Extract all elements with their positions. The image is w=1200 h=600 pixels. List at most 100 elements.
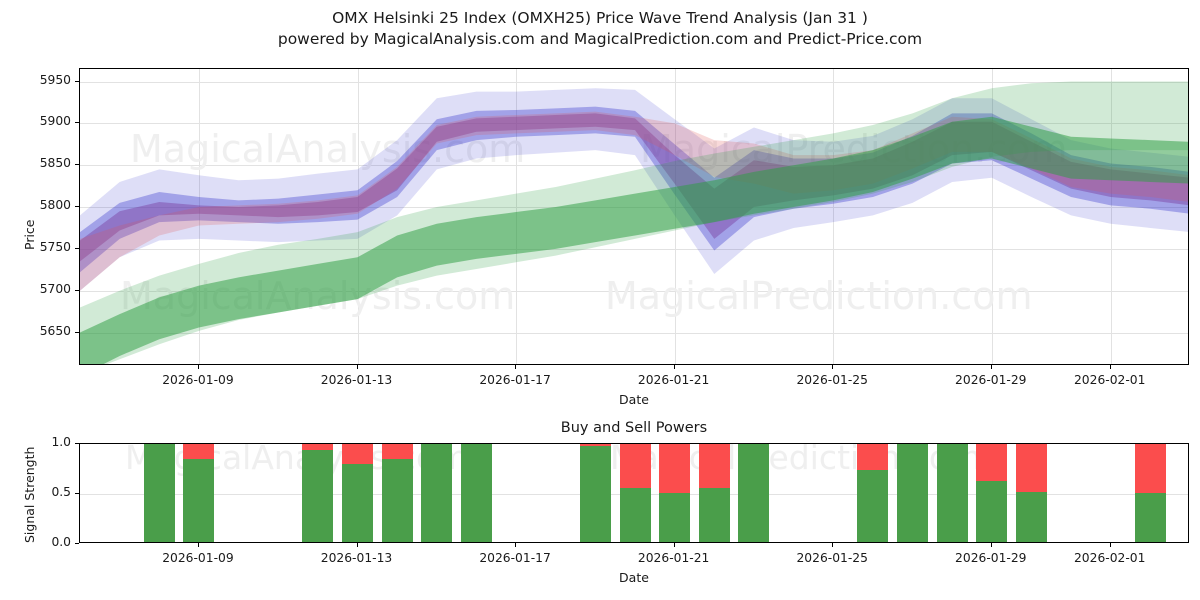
- sell-power-segment: [342, 444, 373, 464]
- y-tick-mark: [75, 80, 79, 82]
- y-tick-mark: [75, 164, 79, 166]
- buy-power-segment: [857, 470, 889, 542]
- gridline-vertical: [198, 69, 200, 364]
- x-tick-label: 2026-01-17: [479, 551, 551, 565]
- x-tick-label: 2026-01-21: [637, 551, 710, 565]
- signal-bar[interactable]: [143, 444, 175, 542]
- sell-power-segment: [1015, 444, 1047, 492]
- price-wave-bands: [80, 81, 1188, 364]
- y-tick-label: 5900: [39, 114, 71, 129]
- buy-power-segment: [897, 444, 928, 542]
- x-tick-label: 2026-01-13: [320, 373, 393, 387]
- x-tick-label: 2026-01-29: [955, 551, 1027, 565]
- buy-power-segment: [1134, 493, 1166, 542]
- signal-chart-title: Buy and Sell Powers: [560, 420, 708, 436]
- sell-power-segment: [579, 444, 611, 446]
- y-tick-label: 5650: [39, 323, 71, 338]
- sell-power-segment: [698, 444, 730, 488]
- x-tick-mark: [1109, 365, 1111, 369]
- x-tick-label: 2026-02-01: [1073, 373, 1146, 387]
- signal-x-axis-label: Date: [619, 570, 649, 585]
- y-tick-label: 1.0: [51, 435, 71, 449]
- buy-power-segment: [143, 444, 175, 542]
- signal-bar[interactable]: [579, 444, 611, 542]
- x-tick-mark: [515, 365, 517, 369]
- y-tick-mark: [75, 331, 79, 333]
- signal-bar[interactable]: [659, 444, 691, 542]
- sell-power-segment: [659, 444, 691, 493]
- signal-bar[interactable]: [738, 444, 770, 542]
- x-tick-mark: [990, 543, 992, 547]
- x-tick-mark: [515, 543, 517, 547]
- y-tick-mark: [75, 122, 79, 124]
- signal-bar[interactable]: [936, 444, 968, 542]
- x-tick-mark: [356, 543, 358, 547]
- signal-bar[interactable]: [1134, 444, 1166, 542]
- sell-power-segment: [857, 444, 889, 470]
- signal-bar[interactable]: [421, 444, 453, 542]
- x-tick-label: 2026-02-01: [1073, 551, 1146, 565]
- x-tick-mark: [673, 543, 675, 547]
- signal-bar[interactable]: [976, 444, 1008, 542]
- signal-bar[interactable]: [1015, 444, 1047, 542]
- signal-bar[interactable]: [460, 444, 492, 542]
- gridline-horizontal: [80, 248, 1188, 250]
- buy-power-segment: [421, 444, 453, 542]
- buy-power-segment: [460, 444, 492, 542]
- x-tick-label: 2026-01-29: [955, 373, 1027, 387]
- sell-power-segment: [976, 444, 1008, 481]
- signal-bar[interactable]: [698, 444, 730, 542]
- main-x-axis-label: Date: [619, 392, 649, 407]
- signal-bar[interactable]: [857, 444, 889, 542]
- buy-power-segment: [659, 493, 691, 542]
- buy-power-segment: [342, 464, 373, 542]
- watermark: MagicalAnalysis.com: [125, 443, 469, 477]
- x-tick-label: 2026-01-09: [162, 551, 234, 565]
- x-tick-label: 2026-01-25: [796, 551, 868, 565]
- y-tick-label: 5950: [39, 72, 71, 87]
- x-tick-mark: [673, 365, 675, 369]
- y-tick-label: 0.0: [51, 535, 71, 549]
- y-tick-mark: [75, 289, 79, 291]
- x-tick-label: 2026-01-25: [796, 373, 868, 387]
- x-tick-label: 2026-01-17: [479, 373, 551, 387]
- gridline-horizontal: [80, 165, 1188, 167]
- signal-bar[interactable]: [897, 444, 928, 542]
- y-tick-mark: [75, 247, 79, 249]
- buy-power-segment: [183, 459, 215, 542]
- signal-bar[interactable]: [183, 444, 215, 542]
- y-tick-mark: [75, 493, 79, 494]
- x-tick-label: 2026-01-13: [320, 551, 393, 565]
- chart-title: OMX Helsinki 25 Index (OMXH25) Price Wav…: [332, 9, 868, 27]
- page-title: OMX Helsinki 25 Index (OMXH25) Price Wav…: [0, 8, 1200, 50]
- signal-bar[interactable]: [619, 444, 651, 542]
- signal-bar[interactable]: [302, 444, 334, 542]
- x-tick-mark: [832, 365, 834, 369]
- gridline-horizontal: [80, 81, 1188, 83]
- y-tick-label: 5750: [39, 239, 71, 254]
- buy-power-segment: [1015, 492, 1047, 542]
- gridline-vertical: [833, 69, 835, 364]
- sell-power-segment: [302, 444, 334, 450]
- buy-power-segment: [381, 459, 413, 542]
- y-tick-label: 5850: [39, 156, 71, 171]
- buy-power-segment: [579, 446, 611, 542]
- y-tick-label: 5700: [39, 281, 71, 296]
- gridline-vertical: [357, 69, 359, 364]
- signal-bar[interactable]: [381, 444, 413, 542]
- x-tick-mark: [197, 365, 199, 369]
- sell-power-segment: [183, 444, 215, 459]
- x-tick-mark: [197, 543, 199, 547]
- x-tick-mark: [832, 543, 834, 547]
- x-tick-mark: [356, 365, 358, 369]
- x-tick-label: 2026-01-21: [637, 373, 710, 387]
- gridline-horizontal: [80, 123, 1188, 125]
- buy-sell-powers-plot: MagicalAnalysis.com MagicalPrediction.com: [79, 443, 1189, 543]
- sell-power-segment: [381, 444, 413, 459]
- wave-band-green-channel-inner: [80, 116, 1188, 364]
- buy-power-segment: [976, 481, 1008, 542]
- signal-bar[interactable]: [342, 444, 373, 542]
- buy-power-segment: [302, 450, 334, 542]
- x-tick-mark: [990, 365, 992, 369]
